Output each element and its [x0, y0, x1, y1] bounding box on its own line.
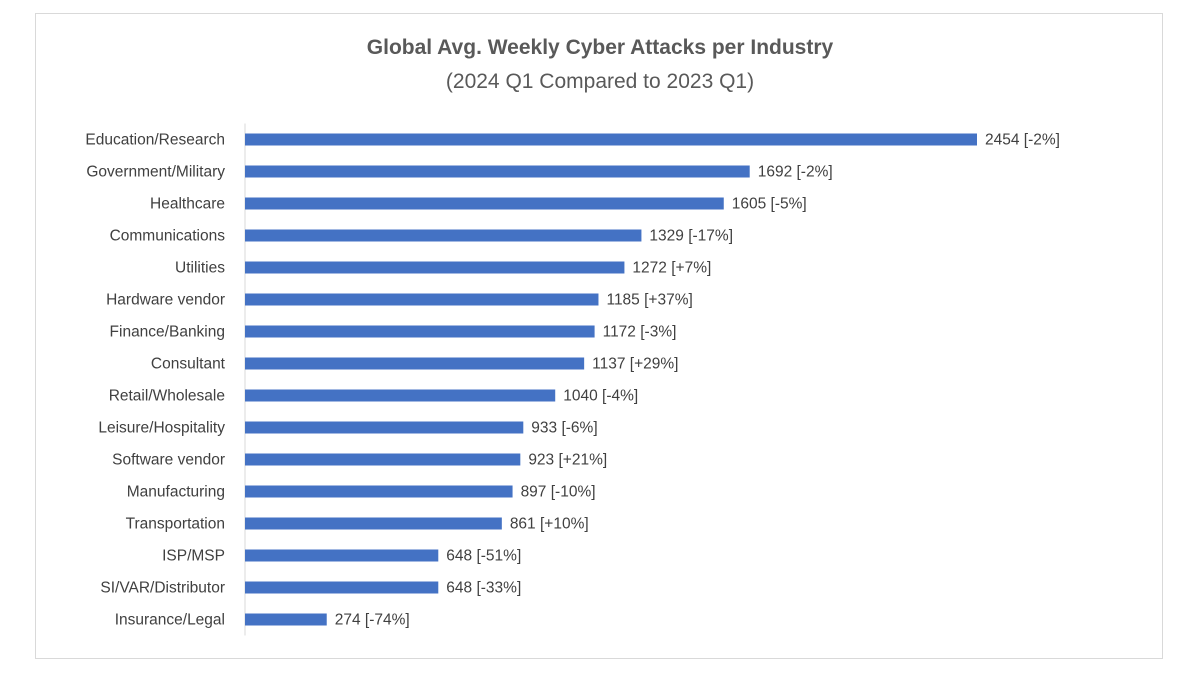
data-label: 1137 [+29%] [592, 356, 678, 373]
bar [245, 389, 556, 402]
data-label: 648 [-51%] [446, 548, 521, 565]
bar [245, 165, 750, 178]
data-label: 1040 [-4%] [563, 388, 638, 405]
data-label: 1172 [-3%] [603, 324, 677, 341]
bar [245, 421, 524, 434]
category-label: Leisure/Hospitality [98, 420, 225, 437]
category-label: Insurance/Legal [115, 612, 225, 629]
category-label: Communications [110, 228, 226, 245]
category-label: SI/VAR/Distributor [100, 580, 225, 597]
category-label: Government/Military [86, 164, 225, 181]
category-label: Utilities [175, 260, 225, 277]
bar [245, 549, 439, 562]
data-label: 2454 [-2%] [985, 132, 1060, 149]
data-label: 861 [+10%] [510, 516, 589, 533]
bar [245, 293, 599, 306]
category-label: ISP/MSP [162, 548, 225, 565]
bar [245, 325, 595, 338]
bar [245, 261, 625, 274]
bar [245, 197, 724, 210]
data-label: 1272 [+7%] [632, 260, 711, 277]
bar [245, 229, 642, 242]
bar [245, 485, 513, 498]
bar [245, 613, 327, 626]
data-label: 923 [+21%] [528, 452, 607, 469]
category-label: Education/Research [85, 132, 225, 149]
category-label: Transportation [126, 516, 225, 533]
chart-frame [35, 13, 1163, 659]
category-label: Manufacturing [127, 484, 225, 501]
chart-subtitle: (2024 Q1 Compared to 2023 Q1) [445, 70, 755, 93]
category-label: Software vendor [112, 452, 225, 469]
bar [245, 357, 585, 370]
bar [245, 133, 977, 146]
chart-title: Global Avg. Weekly Cyber Attacks per Ind… [366, 36, 834, 59]
category-label: Hardware vendor [106, 292, 225, 309]
category-label: Consultant [151, 356, 226, 373]
data-label: 274 [-74%] [335, 612, 410, 629]
category-label: Retail/Wholesale [109, 388, 225, 405]
bar [245, 453, 521, 466]
bar [245, 517, 502, 530]
data-label: 933 [-6%] [531, 420, 597, 437]
data-label: 1692 [-2%] [758, 164, 833, 181]
data-label: 897 [-10%] [521, 484, 596, 501]
data-label: 1605 [-5%] [732, 196, 807, 213]
data-label: 648 [-33%] [446, 580, 521, 597]
bars-group: Education/Research 2454 [-2%] Government/M… [85, 132, 1060, 629]
bar [245, 581, 439, 594]
category-label: Finance/Banking [110, 324, 225, 341]
category-label: Healthcare [150, 196, 225, 213]
data-label: 1329 [-17%] [649, 228, 733, 245]
data-label: 1185 [+37%] [606, 292, 692, 309]
